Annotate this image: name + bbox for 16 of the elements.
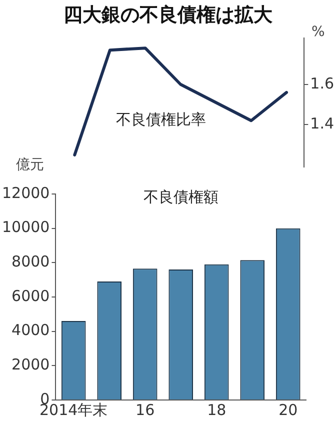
y-tick-label: 6000 bbox=[12, 286, 50, 305]
y-tick-label: 12000 bbox=[2, 184, 50, 202]
y-tick-label: 1.6 bbox=[310, 74, 334, 92]
annotation: 不良債権比率 bbox=[116, 110, 206, 128]
chart-title: 四大銀の不良債権は拡大 bbox=[64, 4, 272, 26]
y-tick-label: 8000 bbox=[12, 252, 50, 271]
y-tick-label: 4000 bbox=[12, 321, 50, 340]
y-tick-label: 10000 bbox=[2, 218, 50, 236]
x-tick-label: 20 bbox=[278, 400, 298, 419]
y-tick-label: 1.4 bbox=[310, 114, 334, 133]
y-axis-title: % bbox=[311, 24, 325, 40]
y-axis-title: 億元 bbox=[16, 157, 44, 173]
y-tick-label: 2000 bbox=[12, 356, 50, 374]
x-tick-label: 16 bbox=[136, 400, 155, 419]
x-tick-label: 18 bbox=[207, 400, 226, 419]
annotation: 不良債権額 bbox=[143, 188, 218, 206]
